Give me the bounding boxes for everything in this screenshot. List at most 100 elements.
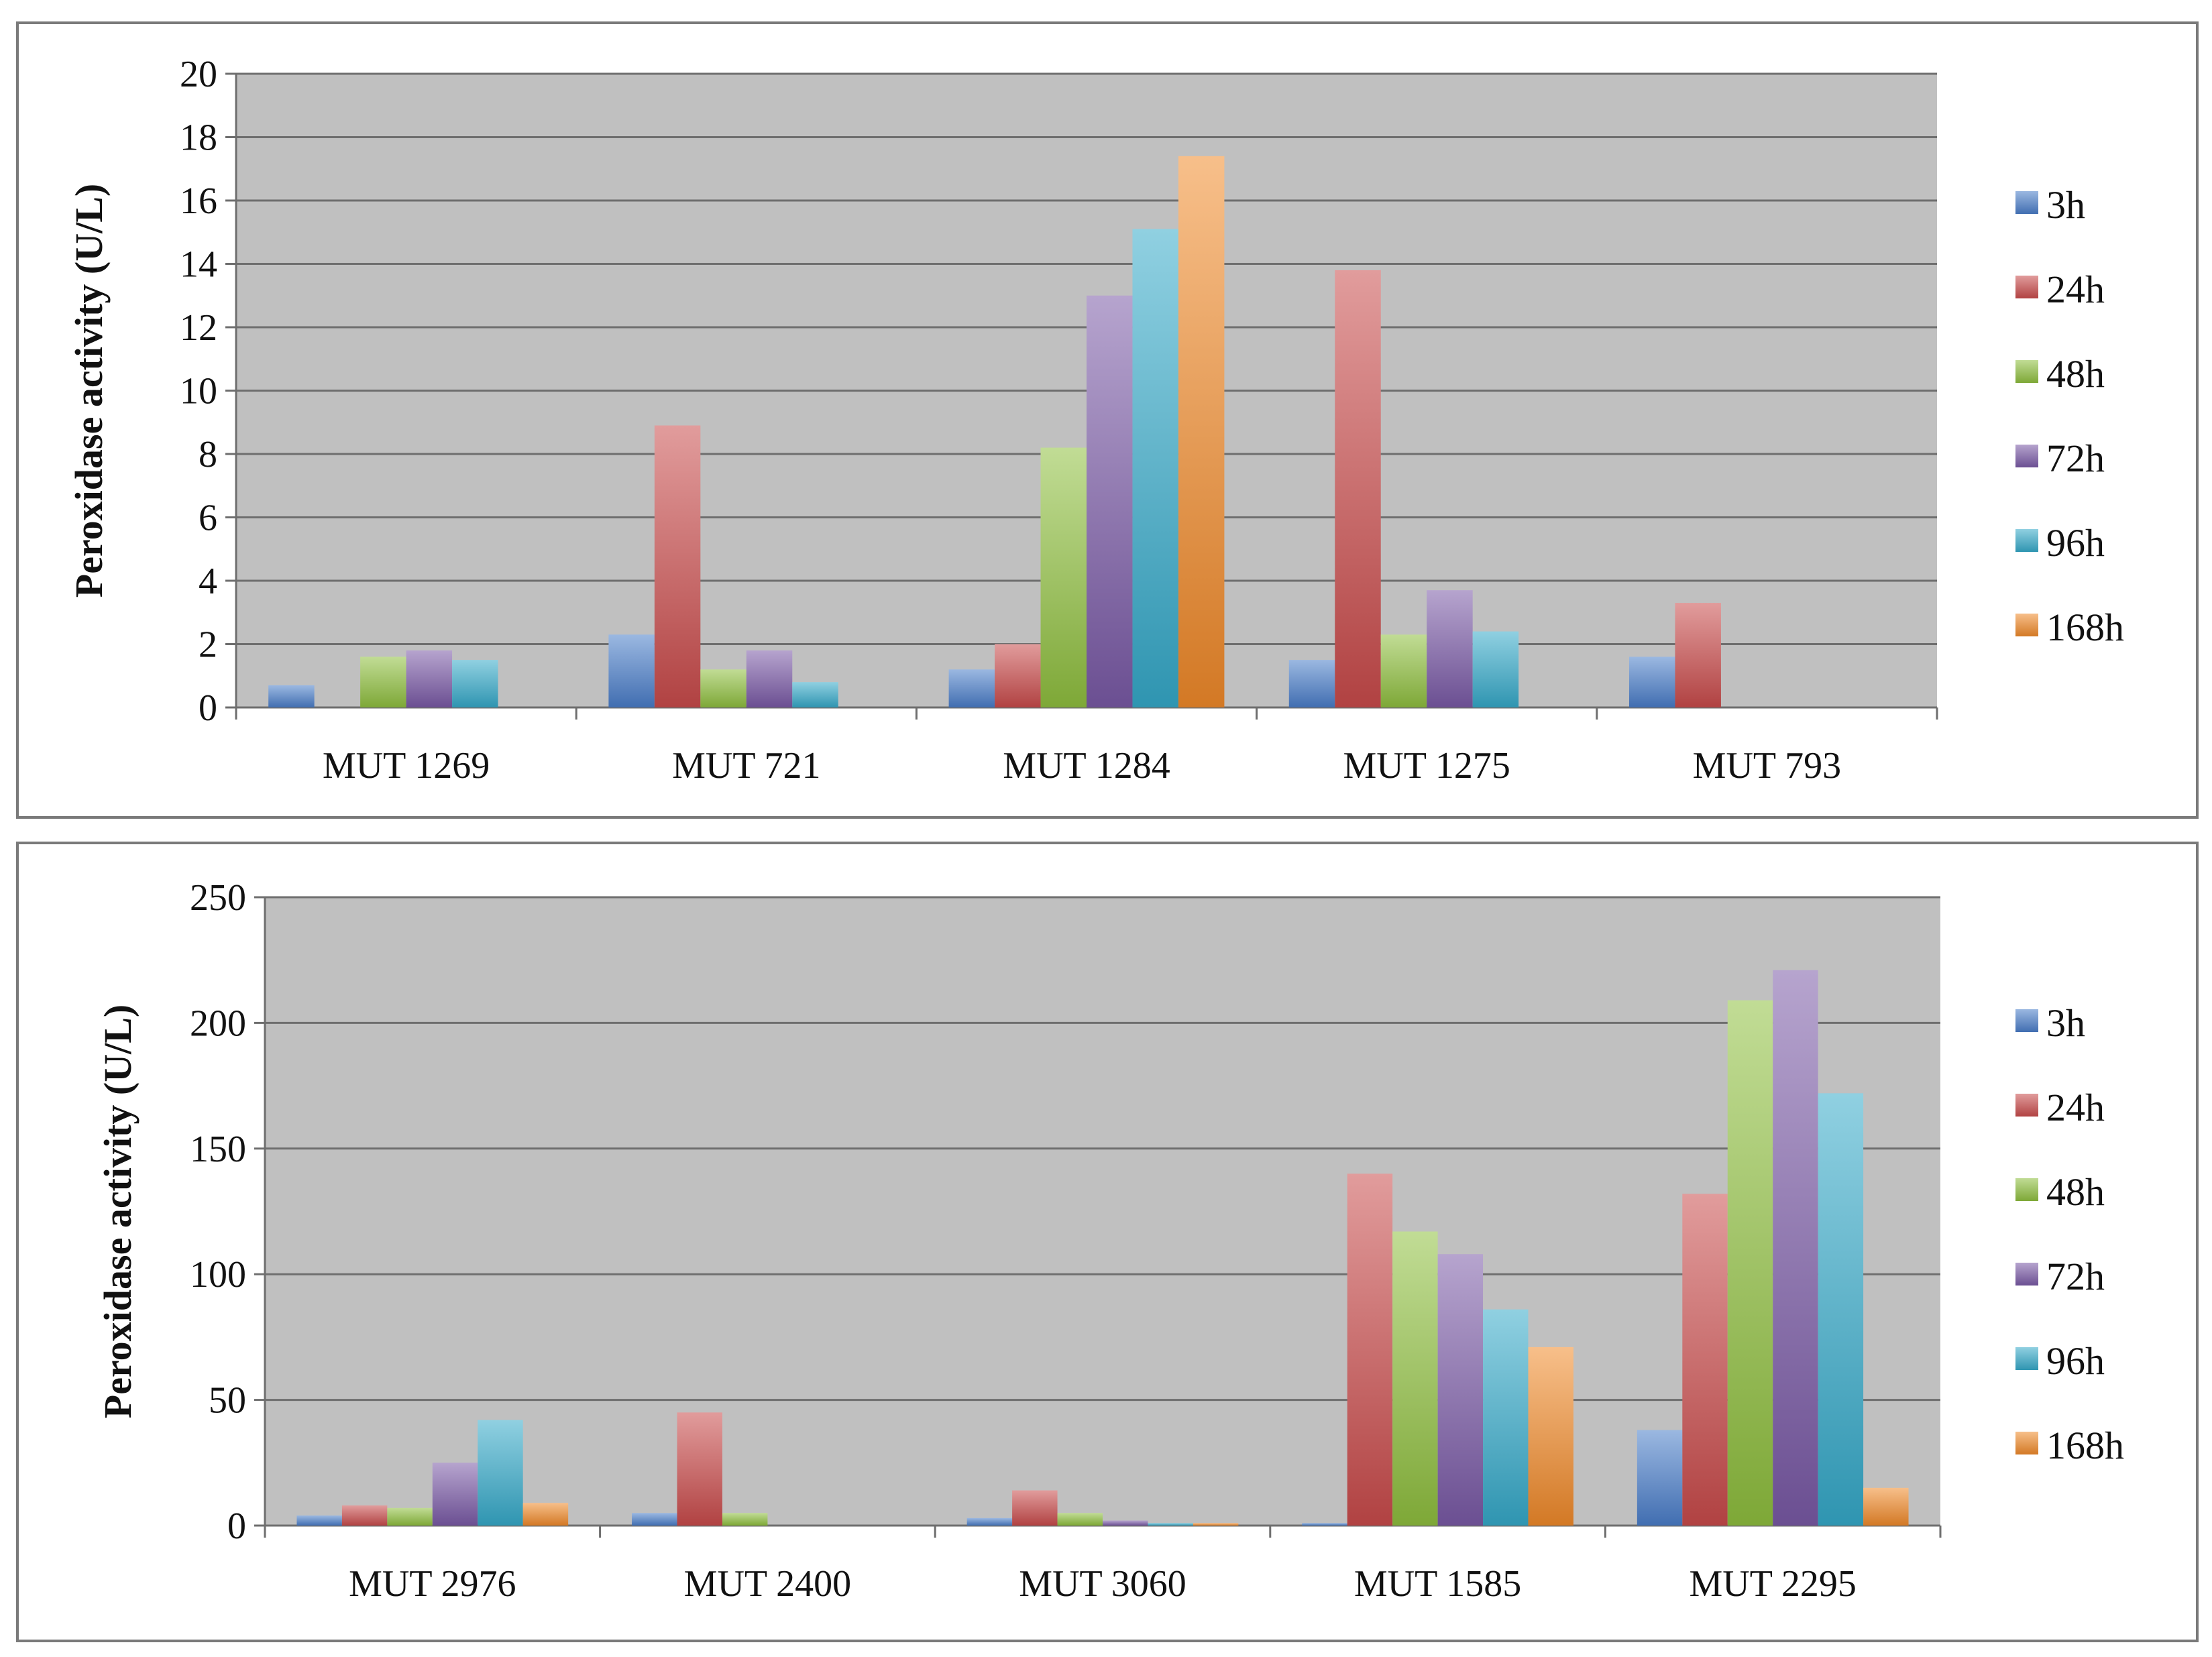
legend-label-72h: 72h: [2046, 437, 2105, 480]
bar-24h: [1012, 1490, 1058, 1526]
y-tick-label: 0: [199, 687, 217, 729]
legend-swatch-96h: [2015, 1347, 2038, 1370]
legend-label-72h: 72h: [2046, 1255, 2105, 1298]
bar-72h: [1103, 1520, 1148, 1526]
bar-3h: [966, 1518, 1013, 1526]
bar-96h: [1132, 229, 1178, 707]
x-tick-label: MUT 1284: [1003, 745, 1170, 787]
y-tick-label: 16: [180, 180, 217, 222]
bar-48h: [387, 1507, 433, 1526]
legend-swatch-96h: [2015, 529, 2038, 552]
bar-48h: [722, 1513, 768, 1526]
y-tick-label: 0: [227, 1505, 246, 1547]
bar-24h: [1347, 1174, 1393, 1526]
bar-72h: [432, 1463, 478, 1526]
y-tick-label: 200: [190, 1003, 246, 1044]
legend-label-48h: 48h: [2046, 1170, 2105, 1214]
bar-3h: [268, 685, 315, 707]
bar-3h: [1637, 1430, 1683, 1526]
bar-48h: [1057, 1513, 1103, 1526]
bar-96h: [792, 682, 838, 707]
legend-swatch-168h: [2015, 614, 2038, 636]
bar-96h: [1148, 1523, 1193, 1526]
x-tick-label: MUT 1275: [1343, 745, 1510, 787]
bar-24h: [341, 1505, 388, 1526]
legend-swatch-3h: [2015, 191, 2038, 214]
legend-label-48h: 48h: [2046, 352, 2105, 396]
y-tick-label: 10: [180, 371, 217, 412]
bar-3h: [1288, 660, 1335, 707]
bar-96h: [1818, 1093, 1864, 1526]
bar-168h: [522, 1503, 569, 1526]
y-tick-label: 12: [180, 307, 217, 349]
y-axis-label: Peroxidase activity (U/L): [96, 1005, 140, 1418]
legend-swatch-24h: [2015, 276, 2038, 298]
bar-72h: [1427, 590, 1473, 707]
x-tick-label: MUT 721: [672, 745, 820, 787]
legend-swatch-3h: [2015, 1009, 2038, 1032]
y-tick-label: 14: [180, 244, 217, 286]
legend-label-168h: 168h: [2046, 606, 2124, 649]
bar-72h: [1437, 1254, 1484, 1526]
legend-label-168h: 168h: [2046, 1424, 2124, 1467]
legend-label-3h: 3h: [2046, 183, 2085, 227]
y-tick-label: 250: [190, 877, 246, 919]
bar-3h: [632, 1513, 677, 1526]
bar-48h: [700, 669, 746, 707]
bar-3h: [608, 634, 655, 707]
legend-label-24h: 24h: [2046, 268, 2105, 311]
legend-swatch-168h: [2015, 1432, 2038, 1454]
bar-24h: [654, 425, 701, 707]
bar-72h: [1087, 295, 1133, 707]
bar-24h: [1682, 1194, 1728, 1526]
y-tick-label: 6: [199, 498, 217, 539]
x-tick-label: MUT 1585: [1354, 1563, 1521, 1605]
bar-72h: [406, 650, 453, 707]
y-tick-label: 50: [209, 1380, 246, 1422]
legend-label-96h: 96h: [2046, 521, 2105, 565]
bar-48h: [1727, 1000, 1773, 1526]
legend-swatch-48h: [2015, 360, 2038, 383]
bar-48h: [1392, 1231, 1438, 1526]
bar-96h: [478, 1420, 523, 1526]
plot-area: [265, 897, 1940, 1526]
bar-168h: [1863, 1487, 1909, 1526]
x-tick-label: MUT 2976: [349, 1563, 516, 1605]
x-tick-label: MUT 2295: [1689, 1563, 1856, 1605]
legend-label-96h: 96h: [2046, 1339, 2105, 1383]
bar-96h: [1483, 1309, 1529, 1526]
bar-72h: [746, 650, 793, 707]
bar-48h: [1380, 634, 1427, 707]
x-tick-label: MUT 793: [1693, 745, 1841, 787]
legend-swatch-72h: [2015, 445, 2038, 467]
legend-swatch-48h: [2015, 1178, 2038, 1201]
y-tick-label: 18: [180, 117, 217, 159]
chart-panel-bottom: 0 50 100 150 200 250 Peroxidase activity (U/L)…: [16, 842, 2199, 1642]
legend-label-3h: 3h: [2046, 1001, 2085, 1045]
bar-3h: [1628, 656, 1675, 707]
bar-24h: [995, 644, 1041, 707]
x-tick-label: MUT 1269: [323, 745, 490, 787]
legend-swatch-72h: [2015, 1263, 2038, 1285]
chart-panel-top: 0 2 4 6 8 10 12 14 16 18 20 Peroxidase activity (U/…: [16, 21, 2199, 819]
y-tick-label: 20: [180, 54, 217, 95]
y-axis-label: Peroxidase activity (U/L): [67, 184, 111, 597]
y-tick-label: 8: [199, 434, 217, 475]
bar-168h: [1528, 1347, 1573, 1526]
y-tick-label: 150: [190, 1129, 246, 1170]
legend-swatch-24h: [2015, 1094, 2038, 1117]
bar-24h: [677, 1412, 722, 1526]
bar-72h: [1773, 970, 1818, 1526]
bar-96h: [1472, 631, 1519, 707]
x-tick-label: MUT 2400: [684, 1563, 851, 1605]
y-tick-label: 2: [199, 624, 217, 666]
bar-3h: [948, 669, 995, 707]
bar-48h: [360, 656, 406, 707]
bar-3h: [296, 1516, 342, 1526]
bar-48h: [1040, 447, 1087, 707]
bar-24h: [1335, 270, 1381, 707]
bar-3h: [1302, 1523, 1347, 1526]
bar-168h: [1178, 156, 1225, 708]
y-tick-label: 4: [199, 561, 217, 602]
